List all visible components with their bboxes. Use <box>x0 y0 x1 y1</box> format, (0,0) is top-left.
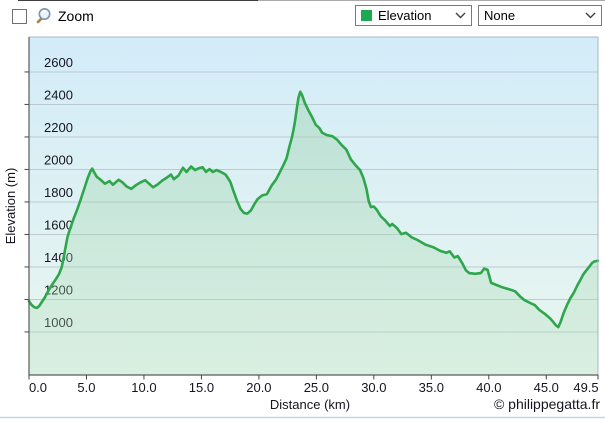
series-color-swatch <box>361 10 372 21</box>
x-tick-label: 0.0 <box>29 380 47 395</box>
y-tick-label: 1600 <box>44 217 73 232</box>
y-tick-label: 1800 <box>44 185 73 200</box>
x-tick-label: 30.0 <box>361 380 386 395</box>
magnifier-icon <box>33 6 53 26</box>
elevation-line <box>27 90 600 329</box>
x-tick-label: 35.0 <box>419 380 444 395</box>
zoom-label: Zoom <box>58 8 94 24</box>
y-tick-label: 2400 <box>44 87 73 102</box>
zoom-checkbox[interactable] <box>12 8 27 24</box>
toolbar: Zoom Elevation None <box>0 0 605 32</box>
chevron-down-icon <box>585 12 596 19</box>
x-tick-label: 25.0 <box>304 380 329 395</box>
watermark: © philippegatta.fr <box>494 396 600 412</box>
secondary-select-value: None <box>484 8 516 23</box>
y-tick-label: 2200 <box>44 120 73 135</box>
x-tick-label: 5.0 <box>77 380 95 395</box>
y-tick-label: 2000 <box>44 152 73 167</box>
zoom-toggle[interactable]: Zoom <box>12 6 94 26</box>
y-axis-title: Elevation (m) <box>3 168 18 245</box>
x-tick-label: 40.0 <box>476 380 501 395</box>
elevation-area <box>29 91 598 376</box>
y-tick-label: 2600 <box>44 55 73 70</box>
x-tick-label: 10.0 <box>131 380 156 395</box>
series-select[interactable]: Elevation <box>355 5 472 26</box>
x-tick-label: 45.0 <box>534 380 559 395</box>
x-axis-title: Distance (km) <box>270 397 350 412</box>
x-tick-label: 15.0 <box>189 380 214 395</box>
series-select-value: Elevation <box>378 8 432 23</box>
panel-top-border-active <box>18 0 258 1</box>
panel-top-border <box>258 0 605 1</box>
secondary-select[interactable]: None <box>478 5 602 26</box>
plot-border <box>29 36 599 375</box>
x-tick-label: 20.0 <box>246 380 271 395</box>
chevron-down-icon <box>455 12 466 19</box>
x-tick-label: 49.5 <box>573 380 598 395</box>
